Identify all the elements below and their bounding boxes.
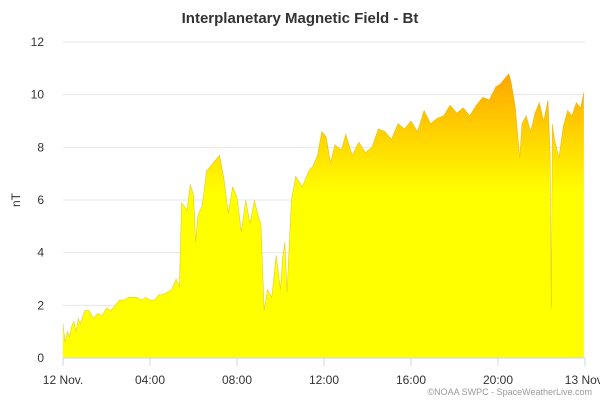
chart-credit: ©NOAA SWPC - SpaceWeatherLive.com <box>427 387 592 397</box>
bt-series-line <box>62 72 585 343</box>
x-axis: 12 Nov. 04:00 08:00 12:00 16:00 20:00 13 Nov. <box>43 357 600 387</box>
x-tick-label: 16:00 <box>396 373 426 387</box>
x-tick-label: 13 Nov. <box>565 373 600 387</box>
y-tick-label: 8 <box>37 140 44 154</box>
y-axis-label: nT <box>9 192 23 207</box>
x-tick-label: 20:00 <box>483 373 513 387</box>
x-tick-label: 08:00 <box>222 373 252 387</box>
y-tick-label: 4 <box>37 246 44 260</box>
plot-area <box>62 72 585 358</box>
y-axis: 0 2 4 6 8 10 12 <box>31 35 45 365</box>
x-tick-label: 12 Nov. <box>43 373 83 387</box>
x-tick-label: 12:00 <box>309 373 339 387</box>
y-tick-label: 12 <box>31 35 45 49</box>
chart-title: Interplanetary Magnetic Field - Bt <box>182 10 419 27</box>
y-tick-label: 10 <box>31 88 45 102</box>
bt-area-series <box>63 73 584 358</box>
y-tick-label: 2 <box>37 298 44 312</box>
x-tick-label: 04:00 <box>135 373 165 387</box>
y-tick-label: 0 <box>37 351 44 365</box>
y-tick-label: 6 <box>37 193 44 207</box>
